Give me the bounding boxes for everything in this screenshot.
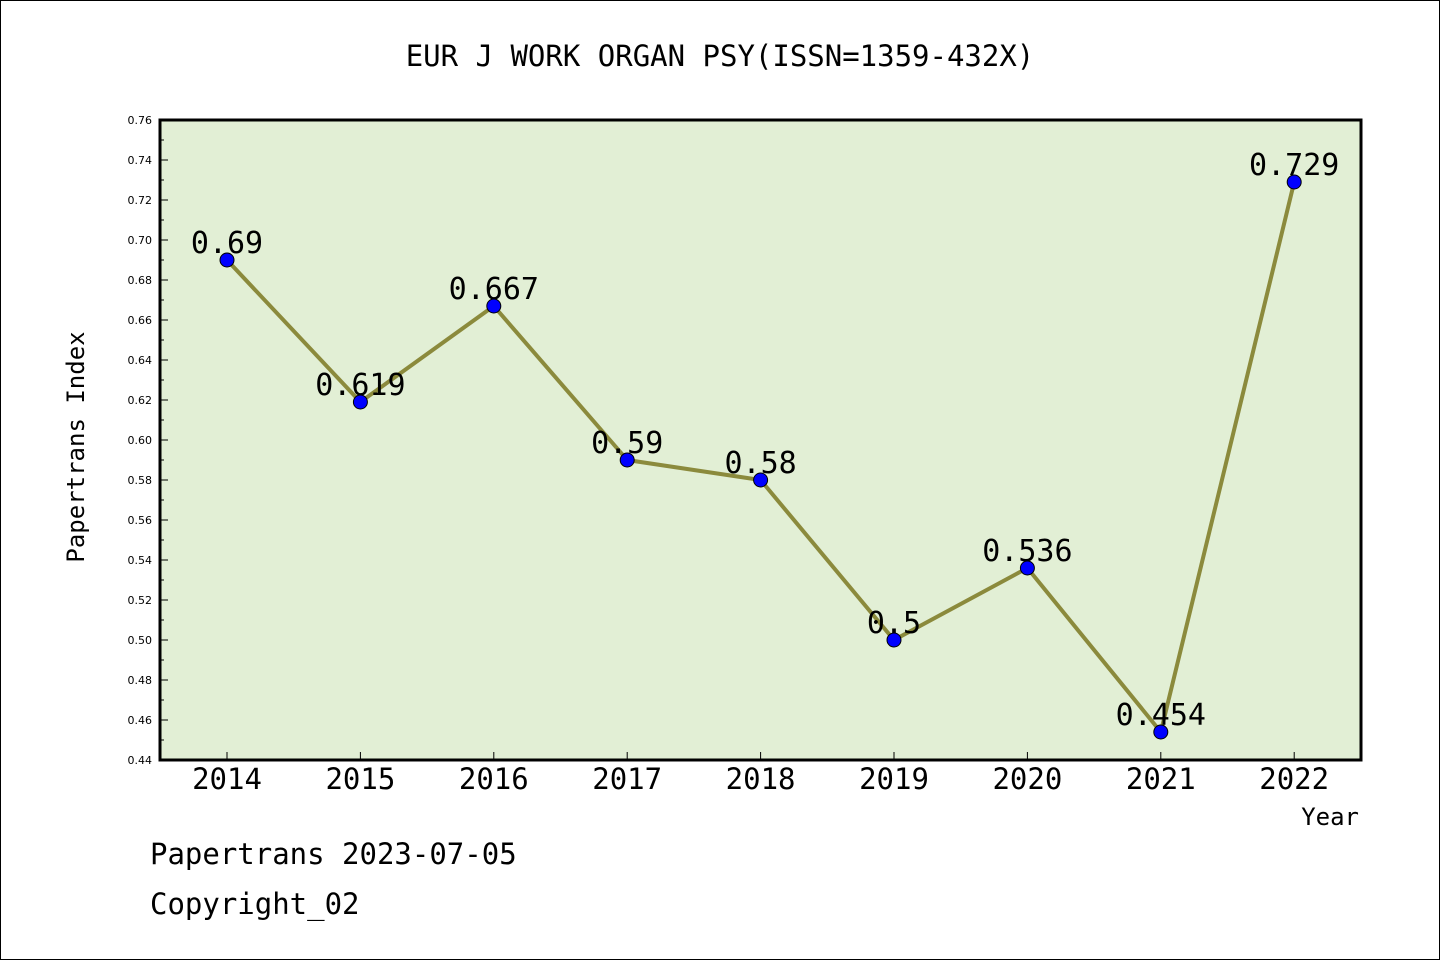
data-label: 0.454	[1116, 698, 1206, 733]
y-tick-label: 0.76	[128, 114, 153, 127]
data-point	[886, 632, 902, 648]
data-label: 0.58	[724, 446, 796, 481]
chart-title: EUR J WORK ORGAN PSY(ISSN=1359-432X)	[406, 39, 1035, 73]
x-axis-label: Year	[1301, 803, 1359, 831]
y-tick-label: 0.48	[128, 674, 153, 687]
y-tick-label: 0.60	[128, 434, 153, 447]
data-point	[619, 452, 635, 468]
y-tick-label: 0.68	[128, 274, 153, 287]
data-point	[753, 472, 769, 488]
y-tick-label: 0.44	[128, 754, 153, 767]
data-label: 0.69	[191, 226, 263, 261]
data-label: 0.59	[591, 426, 663, 461]
data-label: 0.5	[867, 606, 921, 641]
data-labels: 0.69 0.619 0.667 0.59 0.58 0.5 0.536 0.454 0.729	[191, 148, 1339, 733]
y-tick-label: 0.56	[128, 514, 153, 527]
plot-area	[160, 120, 1361, 760]
plot-border	[158, 118, 1363, 762]
y-tick-label: 0.54	[128, 554, 153, 567]
x-tick-label: 2022	[1259, 762, 1329, 796]
y-tick-label: 0.66	[128, 314, 153, 327]
data-point	[1286, 174, 1302, 190]
data-points	[219, 174, 1302, 740]
y-tick-label: 0.72	[128, 194, 153, 207]
x-tick-label: 2015	[325, 762, 395, 796]
y-axis-label: Papertrans Index	[62, 331, 90, 562]
y-tick-label: 0.64	[128, 354, 153, 367]
x-tick-label: 2020	[992, 762, 1062, 796]
y-tick-label: 0.58	[128, 474, 153, 487]
x-tick-label: 2017	[592, 762, 662, 796]
data-point	[352, 394, 368, 410]
x-tick-label: 2016	[459, 762, 529, 796]
y-tick-label: 0.70	[128, 234, 153, 247]
data-label: 0.619	[315, 368, 405, 403]
y-tick-label: 0.52	[128, 594, 153, 607]
y-tick-label: 0.46	[128, 714, 153, 727]
x-tick-label: 2014	[192, 762, 262, 796]
data-point	[1019, 560, 1035, 576]
x-tick-label: 2018	[726, 762, 796, 796]
data-point	[1153, 724, 1169, 740]
data-label: 0.729	[1249, 148, 1339, 183]
data-point	[219, 252, 235, 268]
y-tick-label: 0.62	[128, 394, 153, 407]
footer-date: Papertrans 2023-07-05	[150, 837, 517, 871]
x-tick-label: 2021	[1126, 762, 1196, 796]
x-tick-label: 2019	[859, 762, 929, 796]
y-tick-label: 0.50	[128, 634, 153, 647]
data-point	[486, 298, 502, 314]
footer-copyright: Copyright_02	[150, 887, 360, 922]
y-tick-label: 0.74	[128, 154, 153, 167]
x-axis: 2014 2015 2016 2017 2018 2019 2020 2021 2022	[192, 752, 1329, 796]
data-label: 0.667	[449, 272, 539, 307]
data-label: 0.536	[982, 534, 1072, 569]
